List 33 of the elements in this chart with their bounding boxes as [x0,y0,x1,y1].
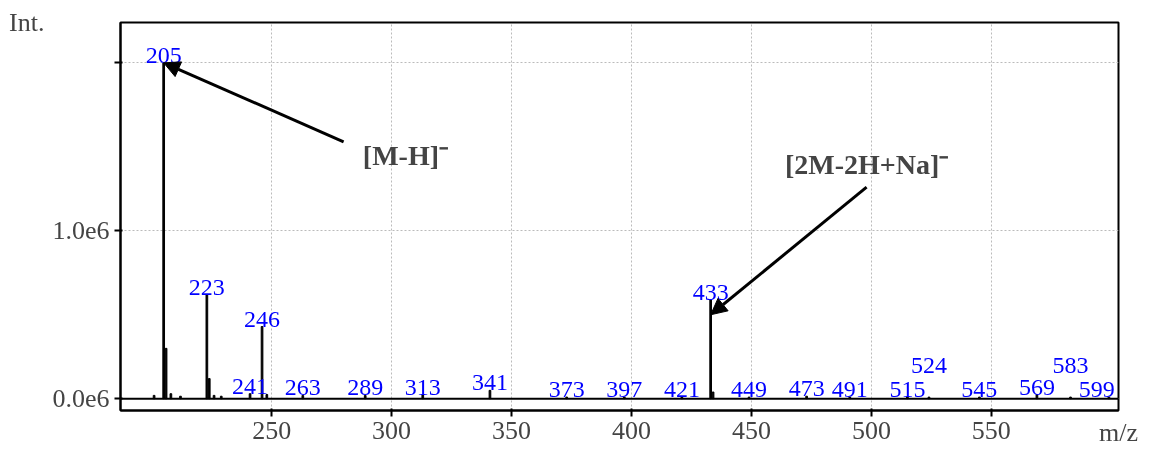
annotation: 433 [692,278,729,305]
annotation: 263 [284,374,321,401]
y-tick-label: 0.0e6 [52,384,110,414]
annotation: [M-H]⁻ [362,139,448,171]
annotation: 223 [188,273,225,300]
annotation: 421 [663,376,700,403]
annotation: 473 [788,375,825,402]
annotation: 205 [145,41,182,68]
annotation: 397 [606,376,643,403]
annotation: 313 [404,373,441,400]
annotation: 491 [831,376,868,403]
annotation: 599 [1078,376,1115,403]
annotation: 373 [548,376,585,403]
x-axis-title: m/z [1099,417,1139,447]
annotation: 545 [961,376,998,403]
x-tick-label: 350 [492,415,532,445]
annotation: 569 [1018,373,1055,400]
annotation: 524 [910,352,947,379]
x-tick-label: 300 [372,415,412,445]
x-tick-label: 500 [851,415,891,445]
annotation: 449 [731,376,768,403]
annotation: 289 [347,374,384,401]
annotation: 341 [471,369,508,396]
annotation: 515 [889,376,926,403]
annotation: [2M-2H+Na]⁻ [784,149,949,181]
x-tick-label: 550 [971,415,1011,445]
x-tick-label: 450 [731,415,771,445]
annotation: 583 [1052,352,1089,379]
annotation: 246 [244,305,281,332]
y-axis-title: Int. [9,8,45,37]
x-tick-label: 400 [612,415,651,445]
x-tick-label: 250 [252,415,292,445]
y-tick-label: 1.0e6 [52,216,110,246]
